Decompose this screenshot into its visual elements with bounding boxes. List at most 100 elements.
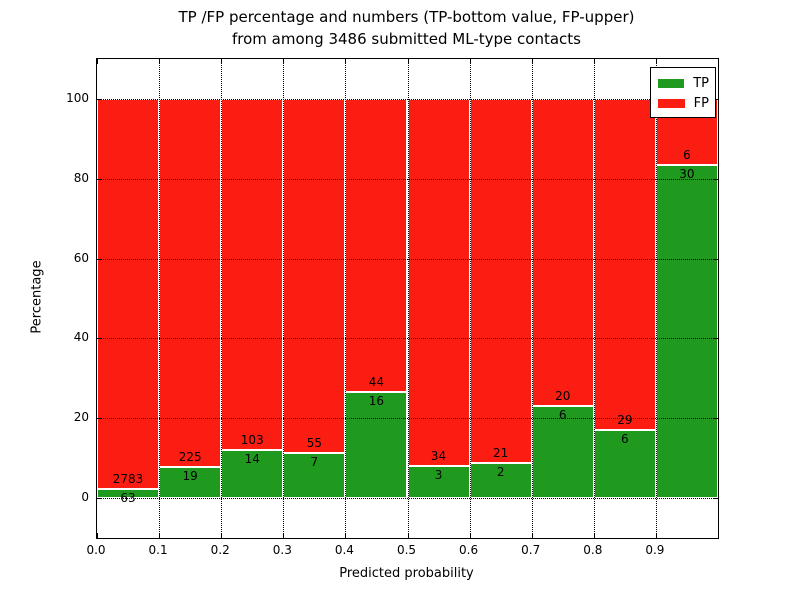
bar-label-tp-6: 2	[496, 465, 505, 480]
x-tick-mark	[221, 533, 223, 538]
bar-label-tp-4: 16	[368, 393, 385, 408]
y-tick-label: 60	[73, 250, 89, 265]
bar-label-fp-7: 20	[555, 388, 571, 403]
bar-tp-5	[407, 465, 470, 499]
y-tick-mark	[97, 498, 102, 500]
y-tick-mark	[713, 498, 718, 500]
bar-tp-9	[655, 165, 718, 499]
plot-area: 2783 63 225 19 103 14 55 7 44 16 34 3 21 2 20 6 29 6 6 30 T…	[96, 58, 719, 539]
bar-fp-8	[593, 98, 656, 430]
x-tick-label: 0.7	[521, 543, 541, 557]
chart-title-line1: TP /FP percentage and numbers (TP-bottom…	[178, 8, 635, 26]
bar-fp-3	[283, 98, 346, 453]
legend-item-fp: FP	[658, 93, 709, 113]
gridline-v	[655, 59, 657, 538]
bar-label-fp-0: 2783	[112, 472, 144, 487]
x-tick-mark	[469, 59, 471, 64]
gridline-v	[159, 59, 161, 538]
y-tick-mark	[97, 258, 102, 260]
chart-title-line2: from among 3486 submitted ML-type contac…	[232, 30, 581, 48]
bar-label-tp-5: 3	[434, 467, 443, 482]
x-tick-mark	[97, 59, 98, 64]
x-tick-mark	[283, 59, 285, 64]
y-tick-label: 100	[66, 90, 89, 105]
x-tick-mark	[159, 59, 161, 64]
x-tick-label: 0.3	[272, 543, 292, 557]
x-tick-mark	[593, 59, 595, 64]
legend-label-fp: FP	[693, 95, 709, 111]
bars-layer	[97, 59, 718, 538]
y-tick-label: 20	[73, 410, 89, 425]
bar-label-fp-5: 34	[430, 448, 447, 463]
y-tick-mark	[97, 98, 102, 100]
x-tick-mark	[159, 533, 161, 538]
x-tick-mark	[345, 59, 347, 64]
bar-label-tp-1: 19	[182, 469, 198, 483]
x-tick-mark	[221, 59, 223, 64]
gridline-v	[407, 59, 409, 538]
y-tick-label: 0	[81, 490, 89, 505]
bar-tp-6	[469, 463, 532, 499]
legend-swatch-fp-icon	[658, 98, 685, 108]
y-tick-label: 40	[73, 330, 89, 345]
y-tick-mark	[713, 418, 718, 420]
y-tick-label: 80	[73, 170, 89, 185]
legend-label-tp: TP	[693, 75, 709, 91]
gridline-v	[345, 59, 347, 538]
bar-label-tp-0: 63	[120, 491, 136, 506]
y-tick-mark	[97, 178, 102, 180]
gridline-v	[531, 59, 533, 538]
x-tick-label: 0.1	[148, 543, 168, 557]
bar-fp-7	[531, 98, 594, 406]
bar-label-fp-6: 21	[493, 446, 509, 461]
x-tick-mark	[531, 533, 533, 538]
y-tick-mark	[97, 338, 102, 340]
y-tick-mark	[97, 418, 102, 420]
y-tick-mark	[713, 258, 718, 260]
bar-label-fp-3: 55	[306, 436, 322, 451]
bar-label-tp-9: 30	[679, 167, 695, 182]
x-tick-mark	[97, 533, 98, 538]
bar-tp-8	[593, 429, 656, 499]
y-tick-mark	[713, 178, 718, 180]
x-tick-label: 0.8	[583, 543, 603, 557]
bar-label-tp-7: 6	[558, 407, 567, 422]
x-tick-label: 0.4	[334, 543, 354, 557]
bar-tp-0	[97, 489, 160, 499]
x-tick-mark	[407, 533, 409, 538]
bar-label-fp-1: 225	[178, 450, 202, 464]
gridline-v	[221, 59, 223, 538]
gridline-v	[283, 59, 285, 538]
x-tick-label: 0.6	[459, 543, 479, 557]
bar-fp-2	[221, 98, 284, 451]
bar-label-tp-3: 7	[310, 455, 319, 470]
y-tick-mark	[713, 338, 718, 340]
x-tick-mark	[593, 533, 595, 538]
bar-tp-4	[345, 391, 408, 499]
x-axis-label: Predicted probability	[339, 566, 474, 581]
gridline-v	[469, 59, 471, 538]
legend-swatch-tp-icon	[658, 78, 685, 88]
x-tick-mark	[345, 533, 347, 538]
bar-label-fp-8: 29	[617, 412, 633, 427]
bar-label-tp-2: 14	[244, 452, 260, 467]
x-tick-mark	[283, 533, 285, 538]
chart-title: TP /FP percentage and numbers (TP-bottom…	[96, 6, 717, 50]
x-tick-label: 0.9	[645, 543, 665, 557]
bar-label-fp-2: 103	[240, 433, 264, 448]
x-tick-mark	[407, 59, 409, 64]
bar-tp-3	[283, 453, 346, 499]
x-tick-mark	[655, 59, 657, 64]
bar-fp-4	[345, 98, 408, 392]
x-tick-label: 0.2	[210, 543, 230, 557]
x-tick-label: 0.0	[86, 543, 106, 557]
x-tick-label: 0.5	[396, 543, 417, 557]
y-axis-label: Percentage	[29, 260, 45, 334]
bar-label-tp-8: 6	[621, 431, 629, 446]
bar-label-fp-9: 6	[683, 148, 691, 163]
bar-tp-7	[531, 405, 594, 499]
annotations-layer: 2783 63 225 19 103 14 55 7 44 16 34 3 21 2 20 6 29 6 6 30	[97, 59, 718, 538]
bar-fp-0	[97, 98, 160, 490]
legend-item-tp: TP	[658, 73, 709, 93]
